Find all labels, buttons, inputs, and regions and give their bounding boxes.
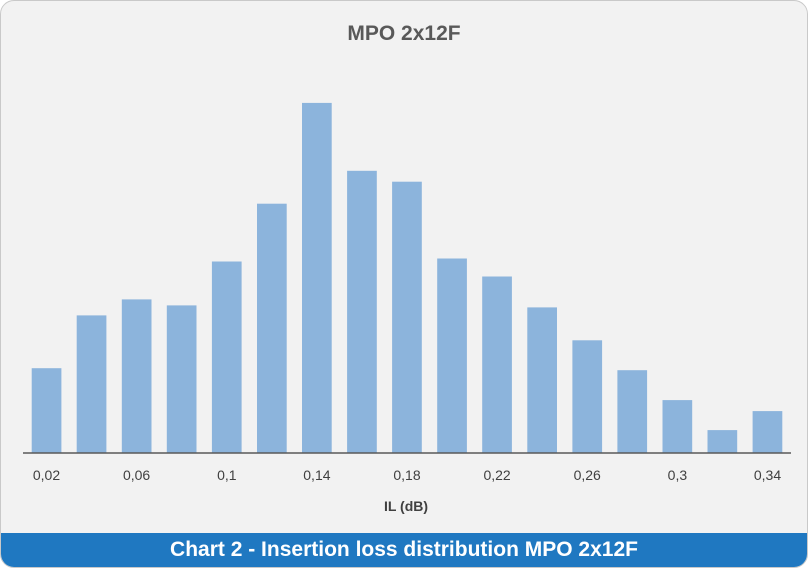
bar-0-22 — [482, 276, 512, 453]
bar-0-24 — [527, 307, 557, 453]
bar-0-34 — [752, 411, 783, 453]
x-tick-label: 0,18 — [393, 467, 420, 483]
bar-0-14 — [302, 102, 332, 454]
bar-0-18 — [392, 181, 422, 453]
bar-0-3 — [662, 400, 693, 453]
x-tick-label: 0,14 — [303, 467, 330, 483]
x-tick-label: 0,26 — [574, 467, 601, 483]
x-axis-label: IL (dB) — [384, 498, 428, 514]
bar-0-26 — [572, 340, 603, 453]
insertion-loss-chart: MPO 2x12F 0,02 0,06 0,1 0,14 0,18 0,22 0,26 0,3… — [23, 22, 791, 514]
bar-0-06 — [121, 299, 152, 453]
x-tick-label: 0,06 — [123, 467, 150, 483]
bar-0-1 — [211, 261, 242, 453]
x-tick-label: 0,1 — [217, 467, 237, 483]
x-tick-label: 0,22 — [483, 467, 510, 483]
x-tick-label: 0,34 — [754, 467, 781, 483]
bar-0-08 — [166, 305, 197, 453]
bar-0-16 — [347, 170, 377, 454]
bar-0-12 — [257, 203, 287, 453]
bar-0-02 — [31, 368, 62, 453]
x-tick-labels: 0,02 0,06 0,1 0,14 0,18 0,22 0,26 0,3 0,34 — [33, 467, 781, 483]
bars-group — [31, 102, 783, 454]
bar-0-28 — [617, 370, 648, 453]
chart-caption: Chart 2 - Insertion loss distribution MP… — [1, 533, 807, 567]
x-tick-label: 0,02 — [33, 467, 60, 483]
x-tick-label: 0,3 — [668, 467, 688, 483]
bar-0-2 — [437, 258, 467, 453]
chart-title: MPO 2x12F — [347, 22, 460, 45]
bar-0-32 — [707, 430, 738, 453]
bar-0-04 — [76, 315, 107, 453]
